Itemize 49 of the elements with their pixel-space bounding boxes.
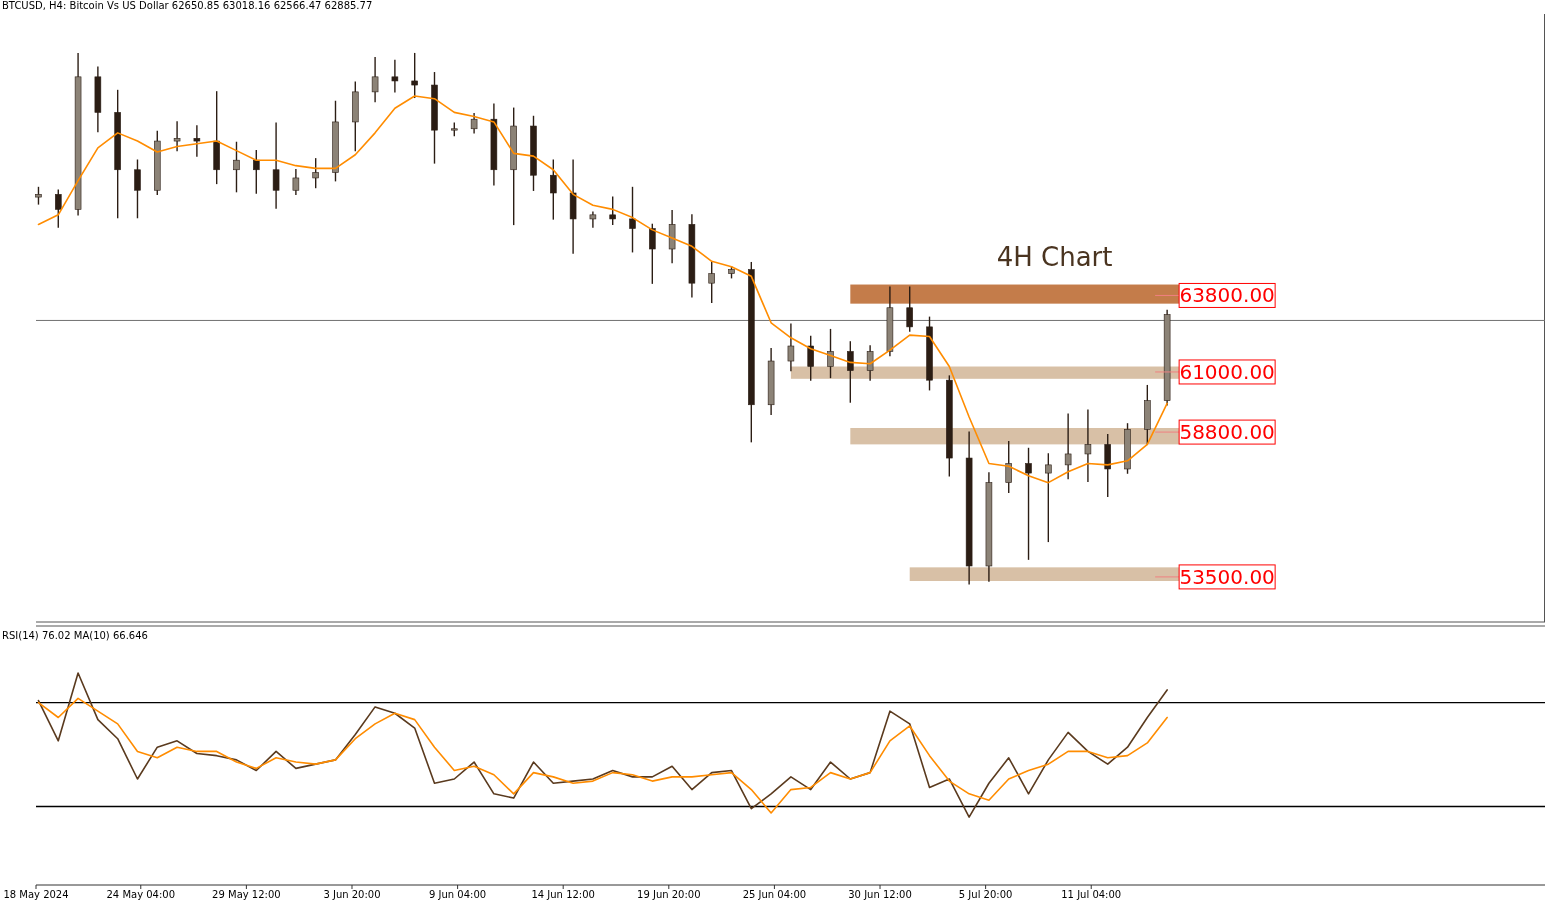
candlestick — [807, 335, 814, 381]
candlestick — [470, 113, 478, 134]
candlestick — [1005, 440, 1012, 493]
x-tick-label: 3 Jun 20:00 — [323, 889, 381, 900]
x-tick-label: 9 Jun 04:00 — [429, 889, 487, 900]
candlestick — [253, 149, 260, 194]
annotation: 4H Chart — [996, 242, 1113, 273]
x-tick-label: 19 Jun 20:00 — [637, 889, 701, 900]
candlestick — [708, 261, 715, 303]
candlestick — [906, 286, 913, 332]
candlestick — [55, 189, 62, 228]
x-tick-label: 11 Jul 04:00 — [1061, 889, 1122, 900]
candlestick — [1045, 453, 1052, 543]
candlestick — [866, 345, 874, 381]
candlestick — [173, 121, 181, 152]
candlestick — [1084, 409, 1092, 482]
x-tick-label: 30 Jun 12:00 — [848, 889, 912, 900]
x-tick-label: 5 Jul 20:00 — [958, 889, 1013, 900]
candlestick — [649, 223, 656, 284]
candlestick — [371, 57, 379, 103]
x-tick-label: 24 May 04:00 — [106, 889, 176, 900]
line-series — [37, 95, 1168, 484]
candlestick — [134, 159, 141, 219]
candlestick — [193, 125, 201, 157]
x-tick-label: 14 Jun 12:00 — [531, 889, 595, 900]
y-tick-label: 58800.00 — [1179, 420, 1275, 445]
candlestick — [629, 186, 636, 253]
x-tick-label: 29 May 12:00 — [212, 889, 281, 900]
candlestick — [1064, 413, 1072, 480]
y-tick-label: 61000.00 — [1179, 359, 1275, 384]
candlestick — [272, 122, 280, 209]
candlestick — [609, 196, 616, 226]
candlestick — [589, 211, 597, 228]
candlestick — [827, 328, 834, 379]
candlestick — [550, 159, 557, 220]
y-tick-label: 63800.00 — [1179, 283, 1275, 308]
candlestick — [847, 341, 854, 403]
candlestick — [787, 323, 795, 372]
candlestick — [292, 169, 300, 196]
candlestick — [391, 59, 399, 93]
chart-title: BTCUSD, H4: Bitcoin Vs US Dollar 62650.85 63018.16 62566.47 62885.77 — [2, 0, 373, 11]
x-tick-label: 25 Jun 04:00 — [742, 889, 807, 900]
chart-title: RSI(14) 76.02 MA(10) 66.646 — [2, 630, 148, 641]
candlestick — [1025, 447, 1032, 560]
candlestick — [233, 141, 240, 193]
candlestick — [312, 158, 319, 189]
y-tick-label: 53500.00 — [1179, 564, 1275, 589]
x-tick-label: 18 May 2024 — [3, 889, 69, 900]
candlestick — [411, 52, 418, 99]
